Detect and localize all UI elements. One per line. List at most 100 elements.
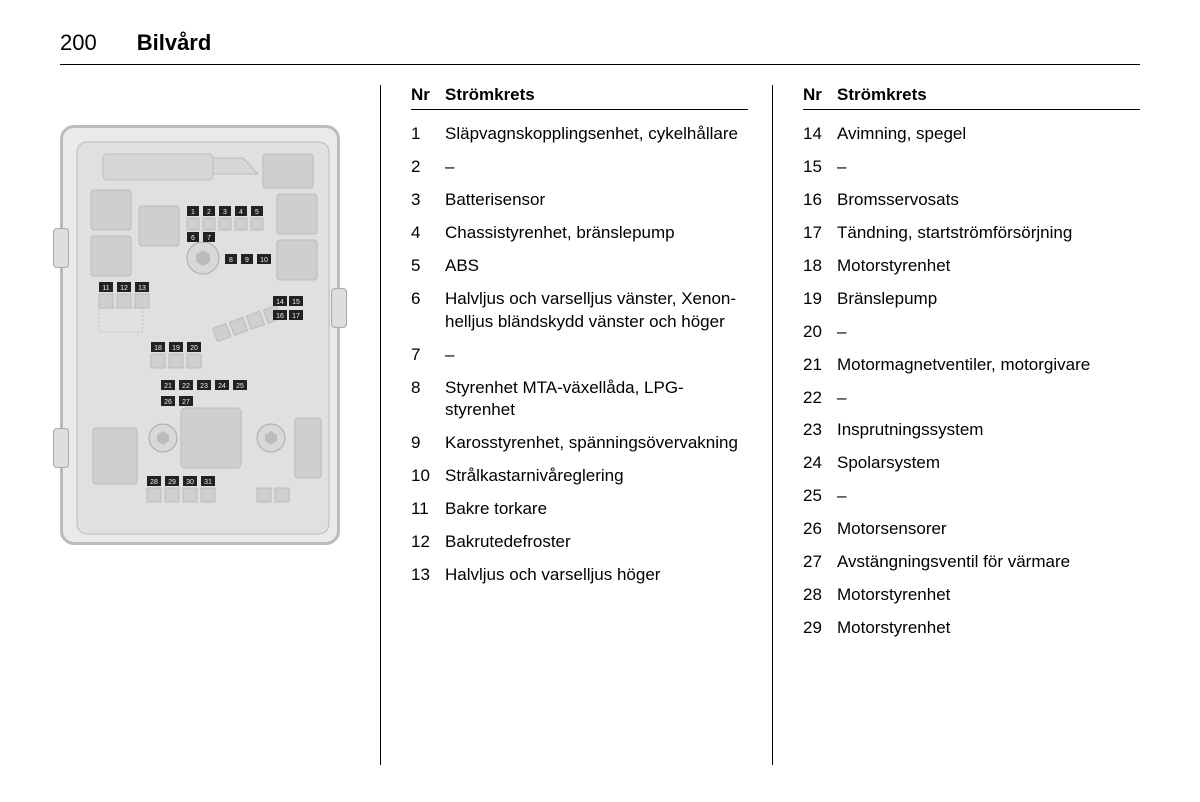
svg-text:23: 23 [200, 383, 208, 390]
row-desc: Avimning, spegel [837, 123, 1140, 146]
table-row: 23 Insprutningssystem [803, 414, 1140, 447]
row-nr: 17 [803, 222, 829, 245]
row-desc: Batterisensor [445, 189, 748, 212]
svg-text:7: 7 [207, 235, 211, 242]
svg-text:3: 3 [223, 209, 227, 216]
svg-text:31: 31 [204, 479, 212, 486]
svg-text:19: 19 [172, 345, 180, 352]
table-row: 16Bromsservosats [803, 184, 1140, 217]
svg-text:8: 8 [229, 257, 233, 264]
table-row: 18 Motorstyrenhet [803, 250, 1140, 283]
right-rows: 14 Avimning, spegel 15–16Bromsservosats 17 T… [803, 118, 1140, 645]
row-nr: 7 [411, 344, 437, 367]
svg-text:21: 21 [164, 383, 172, 390]
row-nr: 29 [803, 617, 829, 640]
header-nr: Nr [803, 85, 829, 105]
row-nr: 3 [411, 189, 437, 212]
svg-text:28: 28 [150, 479, 158, 486]
row-nr: 14 [803, 123, 829, 146]
table-row: 9Karosstyrenhet, spänningsövervakning [411, 427, 748, 460]
fusebox-diagram: 1 2 3 4 5 6 7 9 8 10 11 12 [60, 125, 340, 545]
table-row: 12 Bakrutedefroster [411, 526, 748, 559]
row-nr: 8 [411, 377, 437, 423]
circuit-table-right: Nr Strömkrets 14 Avimning, spegel 15–16Bro… [772, 85, 1140, 765]
row-desc: – [837, 485, 1140, 508]
svg-text:18: 18 [154, 345, 162, 352]
row-nr: 23 [803, 419, 829, 442]
row-desc: Tändning, startströmförsörjning [837, 222, 1140, 245]
row-nr: 16 [803, 189, 829, 212]
table-row: 22– [803, 382, 1140, 415]
table-row: 10 Strålkastarnivåreglering [411, 460, 748, 493]
row-desc: Insprutningssystem [837, 419, 1140, 442]
row-nr: 4 [411, 222, 437, 245]
table-row: 27 Avstängningsventil för värmare [803, 546, 1140, 579]
row-desc: Motorstyrenhet [837, 255, 1140, 278]
row-nr: 1 [411, 123, 437, 146]
row-desc: Motorstyrenhet [837, 584, 1140, 607]
svg-text:27: 27 [182, 399, 190, 406]
fusebox-diagram-column: 1 2 3 4 5 6 7 9 8 10 11 12 [60, 85, 380, 765]
row-nr: 9 [411, 432, 437, 455]
left-rows: 1 Släpvagnskopplingsenhet, cykelhållare 2–… [411, 118, 748, 592]
table-row: 7– [411, 339, 748, 372]
row-nr: 11 [411, 498, 437, 521]
row-nr: 24 [803, 452, 829, 475]
row-desc: Chassistyrenhet, bränslepump [445, 222, 748, 245]
row-nr: 12 [411, 531, 437, 554]
row-desc: ABS [445, 255, 748, 278]
row-nr: 5 [411, 255, 437, 278]
table-row: 1 Släpvagnskopplingsenhet, cykelhållare [411, 118, 748, 151]
row-nr: 18 [803, 255, 829, 278]
table-row: 19Bränslepump [803, 283, 1140, 316]
table-row: 3 Batterisensor [411, 184, 748, 217]
table-row: 25– [803, 480, 1140, 513]
row-nr: 25 [803, 485, 829, 508]
row-desc: Släpvagnskopplingsenhet, cykelhållare [445, 123, 748, 146]
table-row: 24Spolarsystem [803, 447, 1140, 480]
row-nr: 28 [803, 584, 829, 607]
page-header: 200 Bilvård [60, 30, 1140, 65]
svg-text:11: 11 [102, 285, 109, 292]
row-desc: – [837, 387, 1140, 410]
table-row: 2– [411, 151, 748, 184]
table-row: 14 Avimning, spegel [803, 118, 1140, 151]
header-circuit: Strömkrets [837, 85, 927, 105]
table-row: 15– [803, 151, 1140, 184]
row-nr: 27 [803, 551, 829, 574]
svg-text:13: 13 [138, 285, 146, 292]
row-desc: Halvljus och varselljus vänster, Xenon-h… [445, 288, 748, 334]
svg-text:16: 16 [276, 313, 284, 320]
svg-text:25: 25 [236, 383, 244, 390]
svg-text:1: 1 [191, 209, 195, 216]
row-desc: – [445, 156, 748, 179]
page-number: 200 [60, 30, 97, 56]
svg-text:24: 24 [218, 383, 226, 390]
table-row: 21Motormagnetventiler, motorgivare [803, 349, 1140, 382]
row-nr: 13 [411, 564, 437, 587]
section-title: Bilvård [137, 30, 212, 56]
header-circuit: Strömkrets [445, 85, 535, 105]
svg-text:17: 17 [292, 313, 300, 320]
row-desc: – [837, 156, 1140, 179]
row-desc: – [445, 344, 748, 367]
row-desc: Avstängningsventil för värmare [837, 551, 1140, 574]
row-desc: Strålkastarnivåreglering [445, 465, 748, 488]
row-nr: 10 [411, 465, 437, 488]
table-row: 26Motorsensorer [803, 513, 1140, 546]
row-desc: Motormagnetventiler, motorgivare [837, 354, 1140, 377]
table-header: Nr Strömkrets [803, 85, 1140, 110]
svg-text:14: 14 [276, 299, 284, 306]
circuit-table-left: Nr Strömkrets 1Släpvagnskopplingsenhet, … [380, 85, 772, 765]
row-desc: Bakre torkare [445, 498, 748, 521]
row-nr: 26 [803, 518, 829, 541]
table-row: 28 Motorstyrenhet [803, 579, 1140, 612]
table-row: 29Motorstyrenhet [803, 612, 1140, 645]
row-nr: 22 [803, 387, 829, 410]
table-row: 8Styrenhet MTA-växellåda, LPG-styrenhet [411, 372, 748, 428]
table-row: 13Halvljus och varselljus höger [411, 559, 748, 592]
table-row: 4 Chassistyrenhet, bränslepump [411, 217, 748, 250]
content: 1 2 3 4 5 6 7 9 8 10 11 12 [60, 85, 1140, 765]
row-desc: Bakrutedefroster [445, 531, 748, 554]
table-row: 6Halvljus och varselljus vänster, Xenon-… [411, 283, 748, 339]
